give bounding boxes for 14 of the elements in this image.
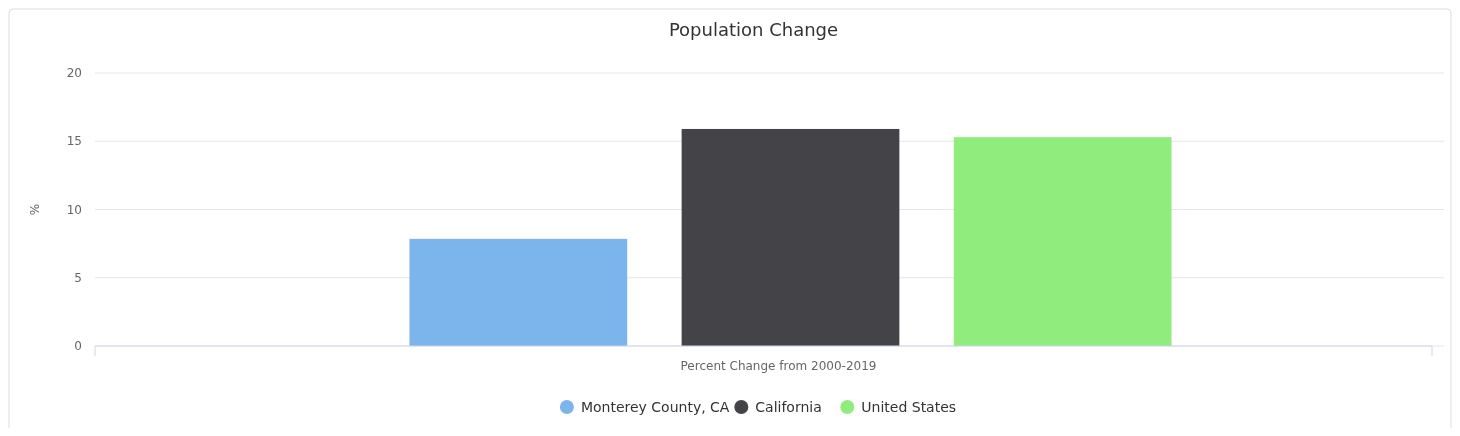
y-tick-label: 15 [66, 134, 82, 149]
x-tick-label: Percent Change from 2000-2019 [680, 359, 877, 373]
y-tick-label: 5 [74, 270, 82, 285]
bar [409, 238, 628, 346]
legend-label: United States [861, 399, 957, 415]
chart-title: Population Change [668, 19, 839, 40]
y-tick-label: 20 [66, 66, 82, 80]
legend-label: Monterey County, CA [580, 399, 730, 415]
y-tick-label: 0 [74, 339, 82, 353]
bar [953, 137, 1172, 346]
y-axis-title: % [28, 203, 42, 216]
legend-label: California [755, 399, 822, 415]
y-tick-label: 10 [66, 202, 82, 217]
bar [681, 128, 900, 346]
